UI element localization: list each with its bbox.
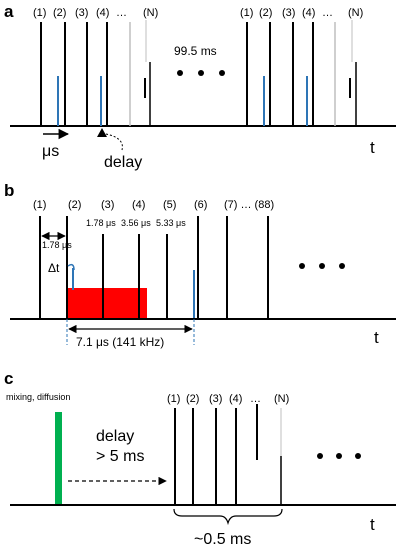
dot (355, 453, 361, 459)
panel-a-axis-label: t (370, 138, 375, 157)
dot (219, 70, 225, 76)
panel-a-right-pulse-train (246, 20, 357, 126)
ellipsis-dots (299, 263, 345, 269)
pulse-label: (1) (167, 393, 180, 405)
ellipsis-dots (317, 453, 361, 459)
spacing-label: 5.33 μs (156, 218, 186, 228)
dot (177, 70, 183, 76)
pulse-label: (2) (186, 393, 199, 405)
dot (339, 263, 345, 269)
pulse-label: … (116, 7, 127, 19)
spacing-label: 1.78 μs (86, 218, 116, 228)
dot (198, 70, 204, 76)
span-label: ~0.5 ms (194, 531, 251, 548)
window-label: 7.1 μs (141 kHz) (76, 335, 164, 349)
ellipsis-dots (177, 70, 225, 76)
pulse-label: (1) (33, 199, 46, 211)
panel-c: c mixing, diffusion t delay > 5 ms (1) (… (4, 369, 396, 548)
pulse-label: (2) (68, 199, 81, 211)
panel-c-letter: c (4, 369, 13, 388)
dot (319, 263, 325, 269)
pulse-label: (N) (348, 7, 363, 19)
pulse-label: (1) (240, 7, 253, 19)
delay-label-line1: delay (96, 428, 134, 445)
panel-c-axis-label: t (370, 515, 375, 534)
panel-b-letter: b (4, 181, 14, 200)
dt-label: Δt (48, 261, 60, 275)
pulse-label: … (322, 7, 333, 19)
dot (336, 453, 342, 459)
panel-b: b Δt t (1) (2) (3) (4) (5) (6) (7) … (88… (4, 181, 396, 349)
pulse-label: (4) (96, 7, 109, 19)
panel-a: a t (4, 2, 396, 171)
mixing-label: mixing, diffusion (6, 392, 70, 402)
dt-hook (67, 263, 75, 271)
pulse-label: (2) (53, 7, 66, 19)
delay-pointer-curve (105, 133, 123, 151)
pulse-label: (3) (209, 393, 222, 405)
delay-pointer-icon (97, 128, 107, 137)
panel-b-axis-label: t (374, 328, 379, 347)
mixing-bar (55, 412, 62, 506)
pulse-label: (6) (194, 199, 207, 211)
pulse-label: (4) (229, 393, 242, 405)
pulse-label: (3) (282, 7, 295, 19)
spacing-label: 1.78 μs (42, 240, 72, 250)
delay-label: delay (104, 154, 142, 171)
period-label: 99.5 ms (174, 44, 217, 58)
pulse-label: (1) (33, 7, 46, 19)
pulse-label: (4) (302, 7, 315, 19)
dot (317, 453, 323, 459)
excitation-window (66, 288, 147, 319)
panel-a-letter: a (4, 2, 14, 21)
pulse-label: (7) … (88) (224, 199, 274, 211)
pulse-label: … (250, 393, 261, 405)
pulse-label: (3) (101, 199, 114, 211)
pulse-label: (N) (143, 7, 158, 19)
spacing-label: 3.56 μs (121, 218, 151, 228)
pulse-label: (5) (163, 199, 176, 211)
span-bracket (173, 508, 283, 526)
pulse-label: (N) (274, 393, 289, 405)
us-label: μs (42, 143, 59, 160)
pulse-label: (4) (132, 199, 145, 211)
pulse-label: (2) (259, 7, 272, 19)
delay-label-line2: > 5 ms (96, 448, 144, 465)
pulse-label: (3) (75, 7, 88, 19)
panel-a-left-pulse-train (40, 20, 151, 126)
dot (299, 263, 305, 269)
